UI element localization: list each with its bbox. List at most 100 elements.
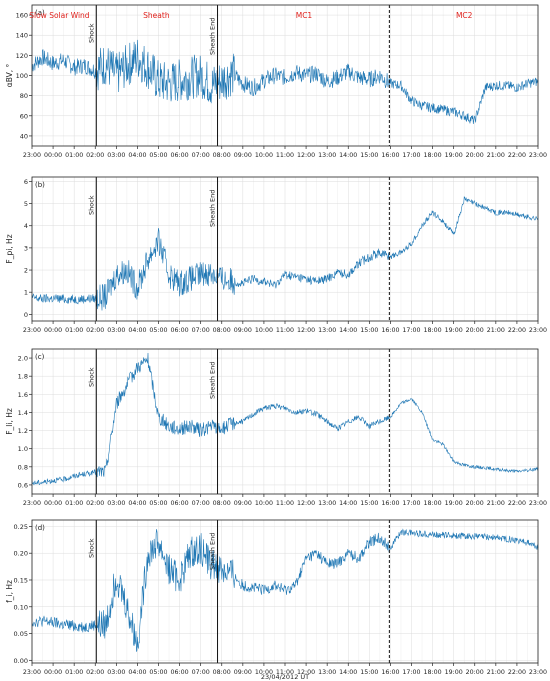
x-tick-label: 23:00 [23, 327, 41, 334]
x-tick-label: 20:00 [466, 327, 484, 334]
x-tick-label: 07:00 [192, 669, 210, 676]
y-axis-label: αBV, ° [5, 64, 14, 88]
x-tick-label: 07:00 [192, 327, 210, 334]
y-tick-label: 0.00 [14, 657, 28, 665]
x-tick-label: 03:00 [107, 669, 125, 676]
x-tick-label: 06:00 [171, 669, 189, 676]
x-tick-label: 19:00 [445, 669, 463, 676]
y-axis-label: f_i, Hz [5, 580, 14, 603]
x-tick-label: 06:00 [171, 500, 189, 507]
x-tick-label: 23:00 [23, 500, 41, 507]
x-tick-label: 10:00 [255, 327, 273, 334]
x-tick-label: 08:00 [213, 152, 231, 159]
y-axis-label: F_pi, Hz [5, 234, 14, 263]
x-tick-label: 22:00 [508, 152, 526, 159]
x-tick-label: 12:00 [297, 669, 315, 676]
y-tick-label: 6 [24, 178, 28, 186]
sheath-end-label: Sheath End [209, 362, 217, 399]
y-tick-label: 0.05 [14, 630, 28, 638]
x-tick-label: 13:00 [318, 500, 336, 507]
x-tick-label: 23:00 [23, 152, 41, 159]
x-tick-label: 04:00 [128, 500, 146, 507]
x-tick-label: 20:00 [466, 500, 484, 507]
x-tick-label: 16:00 [381, 327, 399, 334]
x-tick-label: 15:00 [360, 152, 378, 159]
y-tick-label: 0 [24, 311, 28, 319]
x-tick-label: 02:00 [86, 327, 104, 334]
x-tick-label: 14:00 [339, 669, 357, 676]
x-tick-label: 11:00 [276, 152, 294, 159]
y-tick-label: 5 [24, 200, 28, 208]
x-tick-label: 21:00 [487, 152, 505, 159]
sheath-end-label: Sheath End [209, 533, 217, 570]
x-tick-label: 04:00 [128, 327, 146, 334]
y-tick-label: 3 [24, 244, 28, 252]
x-tick-label: 11:00 [276, 327, 294, 334]
x-tick-label: 23:00 [529, 500, 547, 507]
x-tick-label: 06:00 [171, 327, 189, 334]
x-tick-label: 03:00 [107, 500, 125, 507]
x-tick-label: 08:00 [213, 500, 231, 507]
series-line [31, 528, 539, 652]
y-tick-label: 60 [20, 112, 28, 120]
x-tick-label: 21:00 [487, 500, 505, 507]
shock-label: Shock [87, 538, 95, 558]
x-tick-label: 03:00 [107, 327, 125, 334]
y-tick-label: 1.4 [18, 409, 28, 417]
x-tick-label: 12:00 [297, 500, 315, 507]
y-tick-label: 0.6 [18, 481, 28, 489]
region-label: MC2 [456, 11, 473, 20]
shock-label: Shock [87, 367, 95, 387]
x-tick-label: 16:00 [381, 500, 399, 507]
x-tick-label: 20:00 [466, 152, 484, 159]
series-line [31, 196, 539, 311]
panel-letter: (a) [35, 9, 45, 17]
y-tick-label: 1.2 [18, 427, 28, 435]
x-tick-label: 16:00 [381, 669, 399, 676]
x-tick-label: 02:00 [86, 152, 104, 159]
x-tick-label: 22:00 [508, 669, 526, 676]
shock-label: Shock [87, 195, 95, 215]
region-label: Slow Solar Wind [29, 11, 90, 20]
x-tick-label: 01:00 [65, 152, 83, 159]
x-tick-label: 23:00 [529, 327, 547, 334]
region-label: MC1 [296, 11, 313, 20]
y-tick-label: 1.6 [18, 391, 28, 399]
y-tick-label: 2 [24, 267, 28, 275]
y-tick-label: 1.0 [18, 445, 28, 453]
y-axis-label: F_li, Hz [5, 408, 14, 435]
x-tick-label: 09:00 [234, 327, 252, 334]
x-tick-label: 10:00 [255, 500, 273, 507]
x-tick-label: 15:00 [360, 500, 378, 507]
y-tick-label: 2.0 [18, 355, 28, 363]
y-tick-label: 80 [20, 92, 28, 100]
panel-letter: (b) [35, 181, 45, 189]
x-tick-label: 00:00 [44, 327, 62, 334]
y-tick-label: 0.25 [14, 523, 28, 531]
x-tick-label: 22:00 [508, 327, 526, 334]
x-tick-label: 21:00 [487, 669, 505, 676]
x-tick-label: 18:00 [424, 500, 442, 507]
x-tick-label: 01:00 [65, 327, 83, 334]
panel-letter: (d) [35, 524, 45, 532]
x-tick-label: 18:00 [424, 327, 442, 334]
panel-2: 0.60.81.01.21.41.61.82.023:00 00:00 01:00 0… [5, 348, 547, 507]
x-tick-label: 19:00 [445, 152, 463, 159]
x-tick-label: 14:00 [339, 500, 357, 507]
x-tick-label: 10:00 [255, 152, 273, 159]
x-tick-label: 21:00 [487, 327, 505, 334]
x-tick-label: 02:00 [86, 669, 104, 676]
x-tick-label: 05:00 [149, 327, 167, 334]
x-tick-label: 00:00 [44, 152, 62, 159]
panel-letter: (c) [35, 353, 45, 361]
x-tick-label: 23:00 [529, 669, 547, 676]
x-tick-label: 23:00 [23, 669, 41, 676]
y-tick-label: 0.10 [14, 603, 28, 611]
x-tick-label: 12:00 [297, 152, 315, 159]
x-tick-label: 15:00 [360, 327, 378, 334]
x-tick-label: 00:00 [44, 500, 62, 507]
x-tick-label: 03:00 [107, 152, 125, 159]
